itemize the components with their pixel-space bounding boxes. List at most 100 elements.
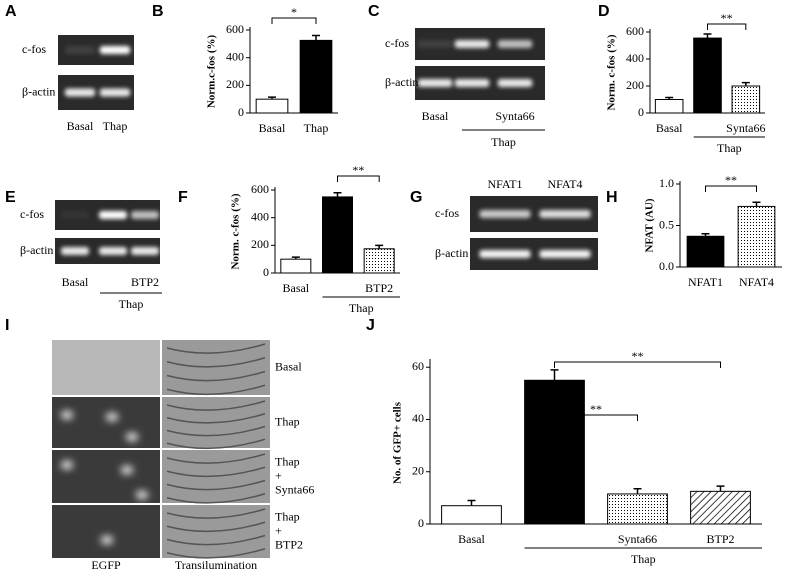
condition-label: Thap <box>275 414 300 428</box>
error-bar <box>467 499 476 506</box>
bar <box>731 85 761 114</box>
group-label: Thap <box>631 552 656 566</box>
cell-outline <box>166 534 266 546</box>
cell-fluorescence <box>61 461 73 469</box>
panel-letter: D <box>598 3 610 20</box>
y-tick-label: 400 <box>251 209 269 223</box>
panel-letter: B <box>152 3 164 20</box>
group-label: Thap <box>349 301 374 315</box>
gel-band <box>61 211 89 219</box>
error-bar <box>550 369 559 381</box>
y-tick-label: 0.0 <box>659 259 674 273</box>
lane-label: Synta66 <box>495 109 534 123</box>
group-label: Thap <box>119 297 144 311</box>
cell-outline <box>166 357 266 368</box>
significance-label: ** <box>352 163 364 177</box>
lane-label: Basal <box>422 109 449 123</box>
cell-outline <box>166 453 266 464</box>
significance-bracket <box>707 23 747 30</box>
condition-label: + <box>275 468 282 482</box>
y-tick-label: 60 <box>412 359 424 373</box>
cell-fluorescence <box>101 536 113 544</box>
error-bar <box>333 192 342 197</box>
lane-label: NFAT1 <box>487 177 522 191</box>
group-label: Thap <box>491 135 516 149</box>
bar <box>690 490 751 525</box>
cell-fluorescence <box>61 411 73 419</box>
significance-label: ** <box>632 349 644 363</box>
condition-label: BTP2 <box>275 537 303 551</box>
y-tick-label: 600 <box>251 182 269 196</box>
y-axis-label: Norm. c-fos (%) <box>230 193 242 269</box>
gel-band <box>131 247 159 255</box>
row-label: c-fos <box>435 206 459 220</box>
cell-outline <box>166 493 266 504</box>
gel-band <box>61 247 89 255</box>
condition-label: Thap <box>275 509 300 523</box>
y-tick-label: 40 <box>412 411 424 425</box>
gel-band <box>479 210 531 218</box>
error-bar <box>633 487 642 494</box>
panel-letter: F <box>178 189 188 206</box>
row-label: β-actin <box>22 84 55 98</box>
y-axis-label: Norm. c-fos (%) <box>606 34 618 110</box>
bar <box>737 205 776 268</box>
error-bar <box>701 233 710 237</box>
y-tick-label: 0 <box>638 105 644 119</box>
bar <box>363 248 395 274</box>
gel-band <box>99 247 127 255</box>
significance-label: ** <box>590 402 602 416</box>
x-tick-label: BTP2 <box>706 532 734 546</box>
x-tick-label: NFAT4 <box>739 275 774 289</box>
error-bar <box>741 81 750 86</box>
error-bar <box>268 96 276 100</box>
x-tick-label: Thap <box>304 121 329 135</box>
gel-band <box>454 40 490 48</box>
significance-bracket <box>554 361 721 368</box>
x-tick-label: Synta66 <box>726 121 765 135</box>
row-label: β-actin <box>385 75 418 89</box>
cell-outline <box>166 425 266 437</box>
bar <box>693 37 722 114</box>
y-tick-label: 600 <box>626 24 644 38</box>
gel-band <box>539 210 591 218</box>
y-tick-label: 600 <box>226 22 244 36</box>
cell-outline <box>166 413 266 424</box>
cell-outline <box>166 466 266 478</box>
gel-band <box>99 211 127 219</box>
bar <box>441 505 502 525</box>
error-bar <box>312 34 320 41</box>
x-tick-label: NFAT1 <box>688 275 723 289</box>
column-label: Transilumination <box>175 558 257 572</box>
gel-band <box>497 40 533 48</box>
panel-letter: G <box>410 189 422 206</box>
significance-bracket <box>271 17 317 24</box>
gel-band <box>64 46 96 54</box>
row-label: β-actin <box>20 243 53 257</box>
row-label: c-fos <box>385 36 409 50</box>
lane-label: Basal <box>62 275 89 289</box>
cell-fluorescence <box>106 413 118 421</box>
lane-label: Basal <box>67 119 94 133</box>
cell-outline <box>166 521 266 533</box>
panel-letter: J <box>366 317 375 334</box>
x-tick-label: Basal <box>656 121 683 135</box>
bar <box>255 98 289 114</box>
significance-bracket <box>705 185 757 192</box>
row-label: β-actin <box>435 246 468 260</box>
bar <box>654 99 684 114</box>
bar <box>607 493 668 525</box>
cell-fluorescence <box>121 466 133 474</box>
egfp-image <box>52 397 160 448</box>
gel-band <box>479 250 531 258</box>
lane-label: NFAT4 <box>547 177 582 191</box>
transillumination-image <box>162 340 270 395</box>
y-tick-label: 20 <box>412 463 424 477</box>
error-bar <box>752 201 761 207</box>
egfp-image <box>52 505 160 558</box>
error-bar <box>665 96 674 100</box>
y-tick-label: 0 <box>238 105 244 119</box>
cell-outline <box>166 479 266 491</box>
cell-outline <box>166 548 266 559</box>
